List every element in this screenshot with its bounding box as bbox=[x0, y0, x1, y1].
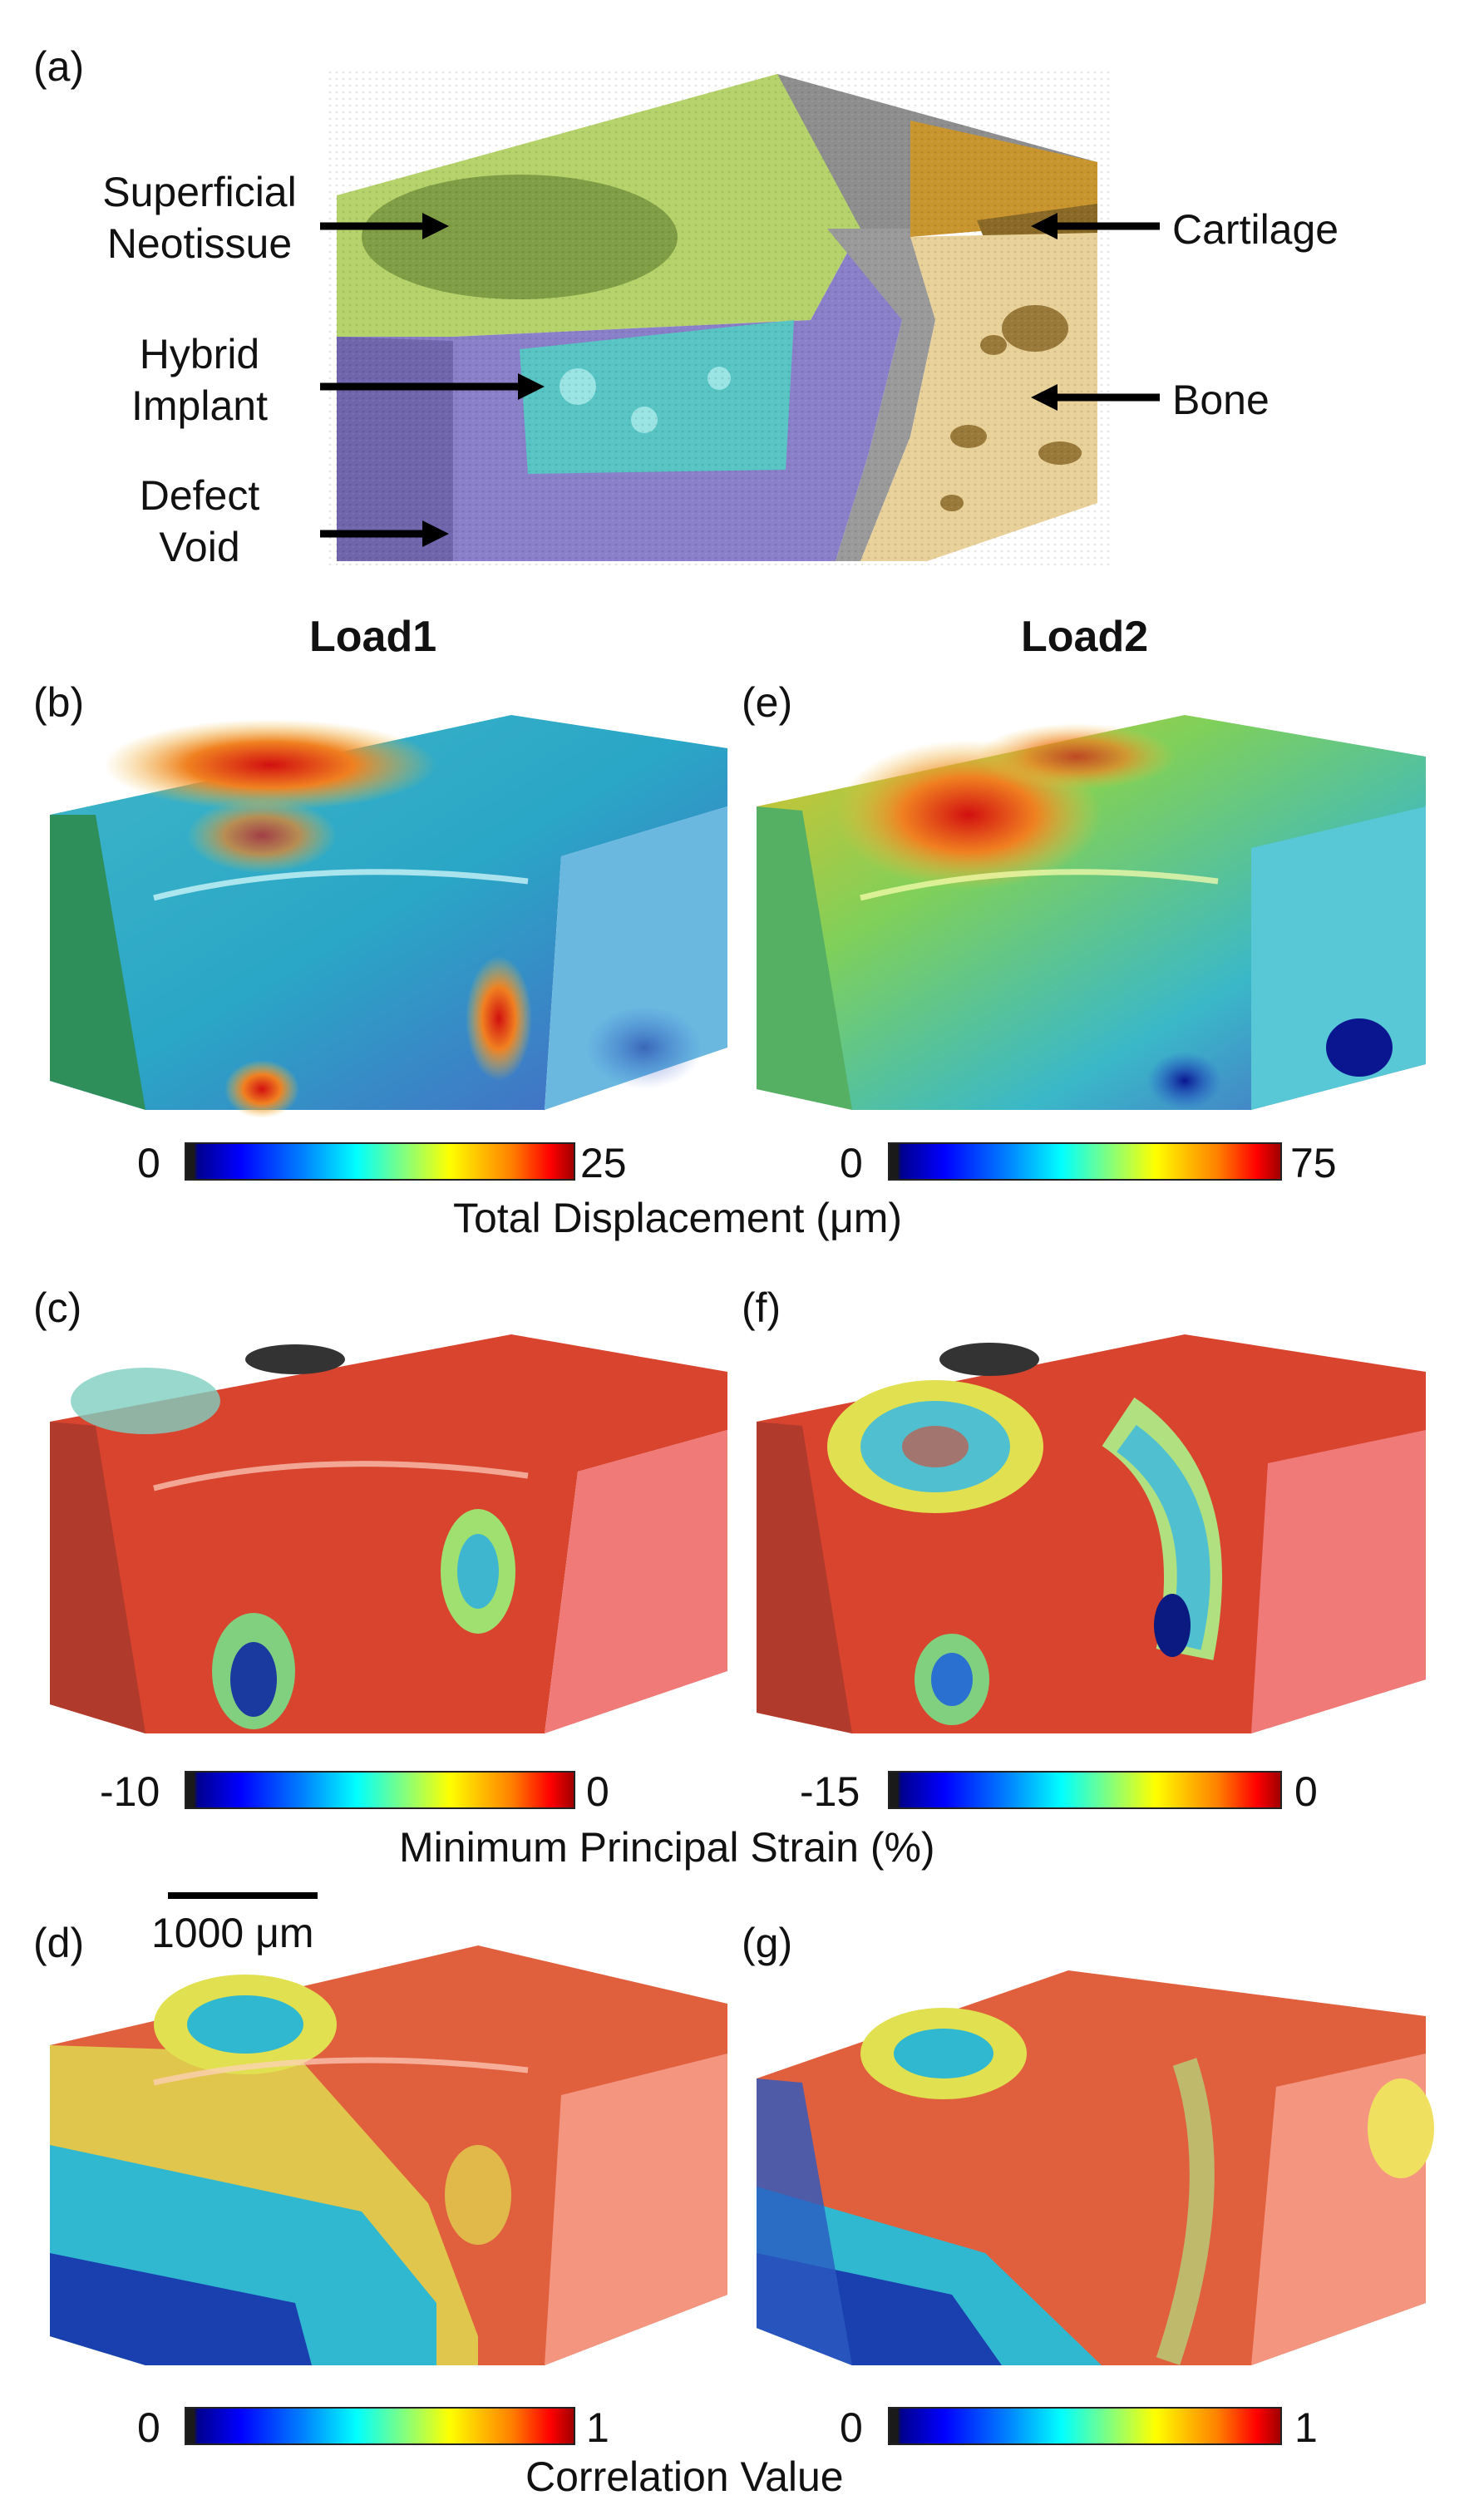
label-cartilage: Cartilage bbox=[1172, 206, 1339, 253]
panel-label-b: (b) bbox=[33, 679, 85, 726]
label-bone: Bone bbox=[1172, 377, 1270, 423]
cbar-strain1-max: 0 bbox=[586, 1768, 609, 1815]
panel-label-e: (e) bbox=[742, 679, 793, 726]
colorbar-correlation-load2 bbox=[888, 2407, 1282, 2445]
cbar-corr2-max: 1 bbox=[1294, 2404, 1318, 2451]
column-header-load1: Load1 bbox=[309, 613, 437, 661]
label-defect-void: Defect Void bbox=[139, 472, 260, 570]
title-correlation-value: Correlation Value bbox=[525, 2453, 844, 2500]
segmentation-volume bbox=[328, 71, 1110, 570]
cbar-corr1-max: 1 bbox=[586, 2404, 609, 2451]
displacement-map-load1 bbox=[46, 698, 736, 1118]
cbar-strain1-min: -10 bbox=[100, 1768, 160, 1815]
panel-label-f: (f) bbox=[742, 1285, 781, 1331]
colorbar-correlation-load1 bbox=[185, 2407, 575, 2445]
cbar-strain2-max: 0 bbox=[1294, 1768, 1318, 1815]
cbar-corr1-min: 0 bbox=[137, 2404, 160, 2451]
title-total-displacement: Total Displacement (μm) bbox=[453, 1195, 903, 1241]
panel-label-a: (a) bbox=[33, 43, 85, 90]
displacement-map-load2 bbox=[752, 698, 1434, 1114]
colorbar-strain-load1 bbox=[185, 1771, 575, 1809]
column-header-load2: Load2 bbox=[1021, 613, 1149, 661]
annotation-arrows bbox=[320, 213, 1160, 547]
colorbar-strain-load2 bbox=[888, 1771, 1282, 1809]
panel-label-d: (d) bbox=[33, 1920, 85, 1966]
cbar-disp2-min: 0 bbox=[840, 1140, 863, 1186]
colorbar-displacement-load2 bbox=[888, 1142, 1282, 1181]
cbar-disp2-max: 75 bbox=[1290, 1140, 1337, 1186]
cbar-disp1-max: 25 bbox=[580, 1140, 627, 1186]
title-min-principal-strain: Minimum Principal Strain (%) bbox=[399, 1824, 935, 1871]
strain-map-load2 bbox=[752, 1322, 1434, 1738]
label-hybrid-implant: Hybrid Implant bbox=[131, 331, 268, 429]
panel-label-c: (c) bbox=[33, 1285, 82, 1331]
scale-bar bbox=[168, 1892, 318, 1899]
colorbar-displacement-load1 bbox=[185, 1142, 575, 1181]
cbar-disp1-min: 0 bbox=[137, 1140, 160, 1186]
label-superficial-neotissue: Superficial Neotissue bbox=[102, 169, 297, 267]
cbar-corr2-min: 0 bbox=[840, 2404, 863, 2451]
cbar-strain2-min: -15 bbox=[800, 1768, 860, 1815]
strain-map-load1 bbox=[46, 1322, 736, 1738]
scale-bar-label: 1000 μm bbox=[151, 1910, 314, 1956]
panel-label-g: (g) bbox=[742, 1920, 793, 1966]
correlation-map-load1 bbox=[46, 1937, 736, 2369]
correlation-map-load2 bbox=[752, 1937, 1434, 2369]
